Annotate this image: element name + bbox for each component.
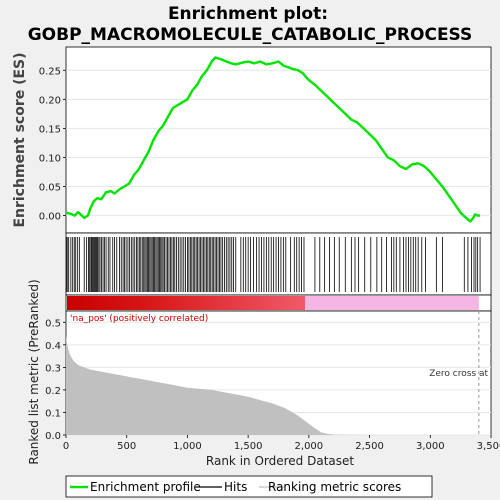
title-line-2: GOBP_MACROMOLECULE_CATABOLIC_PROCESS xyxy=(28,25,473,45)
metric-ytick-label: 0.2 xyxy=(45,386,61,397)
legend: Enrichment profile Hits Ranking metric s… xyxy=(65,475,433,498)
es-ytick-label: 0.15 xyxy=(39,124,61,135)
title-line-1: Enrichment plot: xyxy=(168,4,328,24)
positive-correlation-label: 'na_pos' (positively correlated) xyxy=(70,314,208,324)
metric-ylabel: Ranked list metric (PreRanked) xyxy=(27,279,41,464)
zero-cross-label: Zero cross at xyxy=(429,369,488,379)
xtick-label: 3,000 xyxy=(416,441,445,452)
es-ytick-label: 0.00 xyxy=(39,212,61,223)
es-ytick-label: 0.10 xyxy=(39,153,61,164)
es-ytick-label: 0.05 xyxy=(39,183,61,194)
metric-ytick-label: 0.3 xyxy=(45,363,61,374)
xtick-label: 2,500 xyxy=(355,441,384,452)
negative-band xyxy=(305,296,479,310)
legend-ranking-label: Ranking metric scores xyxy=(268,480,401,494)
metric-xticks: 0 500 1,000 1,500 2,000 2,500 3,000 3,500 xyxy=(63,435,500,452)
xtick-label: 2,000 xyxy=(295,441,324,452)
xtick-label: 0 xyxy=(63,441,69,452)
legend-hits-label: Hits xyxy=(224,480,247,494)
es-ytick-label: 0.25 xyxy=(39,66,61,77)
metric-area xyxy=(66,335,479,435)
positive-band xyxy=(67,296,306,310)
es-yticks: 0.00 0.05 0.10 0.15 0.20 0.25 xyxy=(39,66,66,223)
metric-ytick-label: 0.0 xyxy=(45,431,61,442)
xtick-label: 3,500 xyxy=(477,441,500,452)
metric-ytick-label: 0.1 xyxy=(45,408,61,419)
enrichment-profile-line xyxy=(65,56,481,223)
xtick-label: 500 xyxy=(117,441,136,452)
legend-profile-label: Enrichment profile xyxy=(90,480,201,494)
es-grid xyxy=(66,69,491,217)
es-panel xyxy=(65,46,492,234)
xlabel: Rank in Ordered Dataset xyxy=(206,454,354,468)
xtick-label: 1,500 xyxy=(234,441,263,452)
es-ylabel: Enrichment score (ES) xyxy=(12,52,28,227)
metric-ytick-label: 0.5 xyxy=(45,318,61,329)
xtick-label: 1,000 xyxy=(173,441,202,452)
metric-yticks: 0.0 0.1 0.2 0.3 0.4 0.5 xyxy=(45,318,66,442)
hits-group xyxy=(65,237,481,292)
es-ytick-label: 0.20 xyxy=(39,95,61,106)
metric-ytick-label: 0.4 xyxy=(45,341,61,352)
legend-box xyxy=(65,475,433,498)
